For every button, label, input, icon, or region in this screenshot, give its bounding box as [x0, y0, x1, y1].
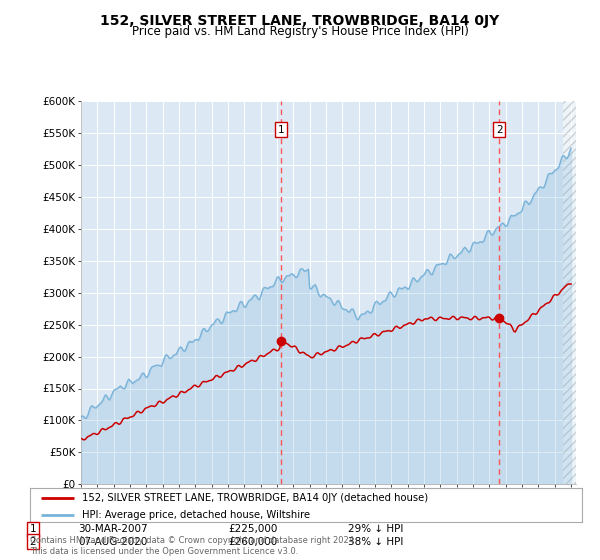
Text: 2: 2	[496, 124, 503, 134]
Text: 152, SILVER STREET LANE, TROWBRIDGE, BA14 0JY (detached house): 152, SILVER STREET LANE, TROWBRIDGE, BA1…	[82, 493, 428, 503]
Text: 1: 1	[29, 524, 37, 534]
Text: 07-AUG-2020: 07-AUG-2020	[78, 536, 148, 547]
Text: 38% ↓ HPI: 38% ↓ HPI	[348, 536, 403, 547]
Text: Contains HM Land Registry data © Crown copyright and database right 2024.
This d: Contains HM Land Registry data © Crown c…	[30, 536, 356, 556]
Text: HPI: Average price, detached house, Wiltshire: HPI: Average price, detached house, Wilt…	[82, 510, 311, 520]
Text: 30-MAR-2007: 30-MAR-2007	[78, 524, 148, 534]
Text: £225,000: £225,000	[228, 524, 277, 534]
Text: Price paid vs. HM Land Registry's House Price Index (HPI): Price paid vs. HM Land Registry's House …	[131, 25, 469, 38]
Text: 1: 1	[278, 124, 284, 134]
Text: 2: 2	[29, 536, 37, 547]
Text: 152, SILVER STREET LANE, TROWBRIDGE, BA14 0JY: 152, SILVER STREET LANE, TROWBRIDGE, BA1…	[100, 14, 500, 28]
Bar	[563, 101, 579, 484]
Text: £260,000: £260,000	[228, 536, 277, 547]
Text: 29% ↓ HPI: 29% ↓ HPI	[348, 524, 403, 534]
